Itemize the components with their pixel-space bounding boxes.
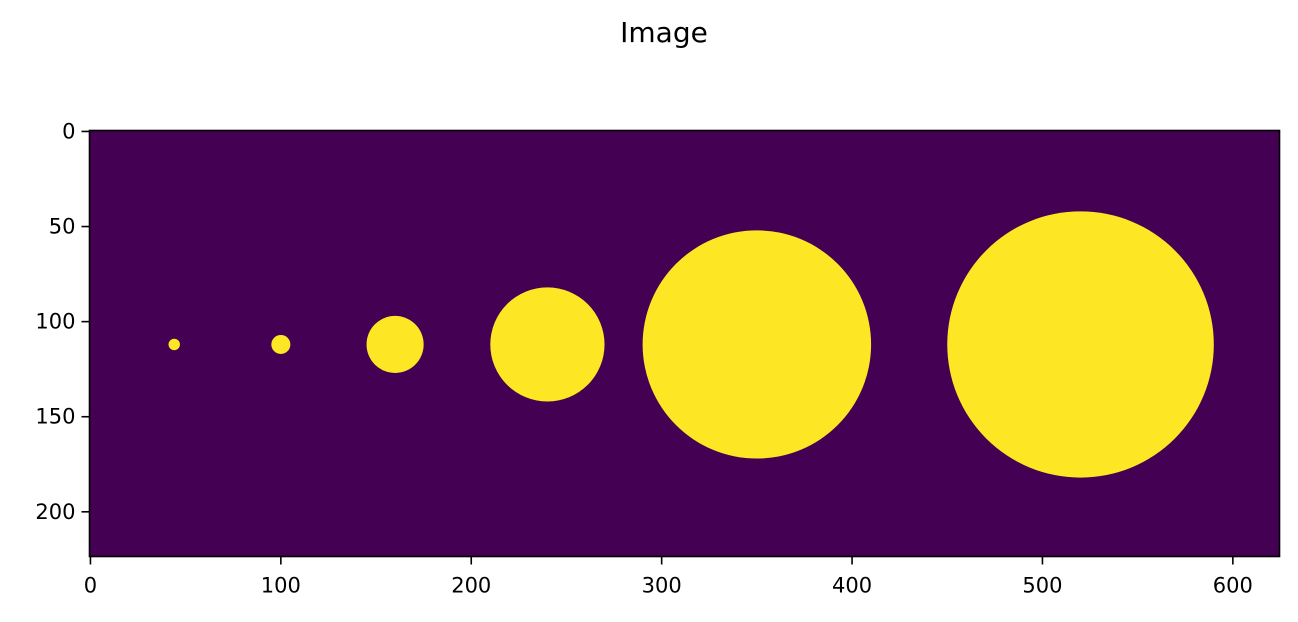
y-tick-label: 200 [35,500,75,524]
circle-6 [947,211,1214,478]
axis-ticks: 0 100 200 300 400 500 600 0 50 100 150 200 [35,119,1252,597]
x-tick-label: 200 [451,574,491,598]
x-tick-label: 100 [261,574,301,598]
x-tick-label: 400 [832,574,872,598]
circle-5 [642,230,872,459]
y-tick-label: 100 [35,310,75,334]
image-area [89,130,1280,557]
circle-1 [168,338,180,351]
circle-3 [366,315,424,373]
chart-title: Image [620,16,708,49]
circle-2 [271,334,291,354]
x-tick-label: 600 [1213,574,1253,598]
y-tick-label: 150 [35,405,75,429]
y-tick-label: 0 [62,119,75,143]
x-tick-label: 500 [1022,574,1062,598]
x-tick-label: 0 [84,574,97,598]
circle-4 [490,287,605,402]
axes-frame [88,129,1281,558]
x-tick-label: 300 [642,574,682,598]
y-tick-label: 50 [49,215,76,239]
